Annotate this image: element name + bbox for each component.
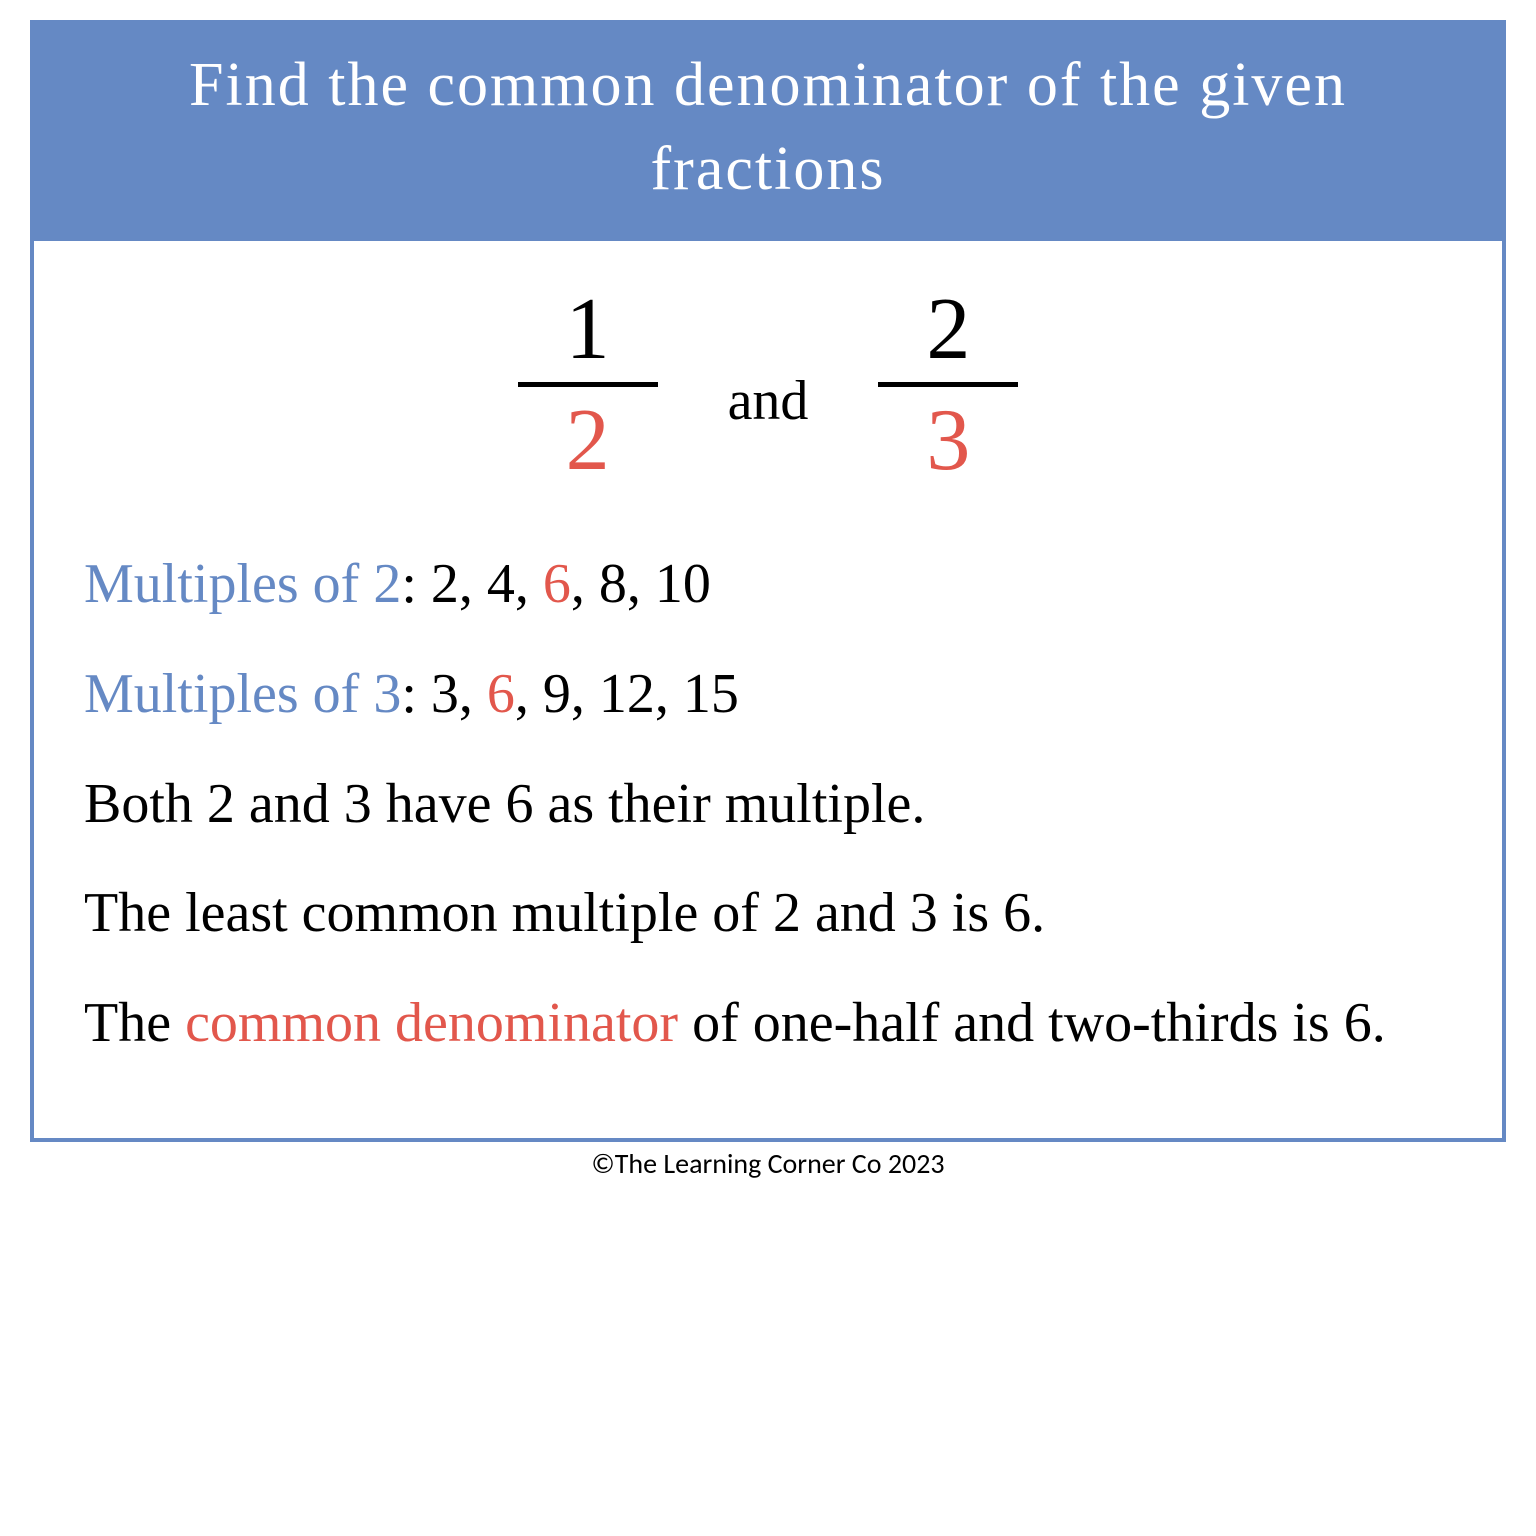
statement-3-before: The xyxy=(84,992,185,1054)
statement-3-highlight: common denominator xyxy=(185,992,678,1054)
colon: : xyxy=(401,663,431,725)
header-title: Find the common denominator of the given… xyxy=(189,51,1347,203)
multiples-of-2-label: Multiples of 2 xyxy=(84,553,401,615)
and-text: and xyxy=(728,339,809,433)
colon: : xyxy=(401,553,431,615)
multiples-of-3-highlight: 6 xyxy=(487,663,515,725)
fractions-row: 1 2 and 2 3 xyxy=(84,286,1452,485)
multiples-of-2-line: Multiples of 2: 2, 4, 6, 8, 10 xyxy=(84,540,1452,630)
fraction-left-numerator: 1 xyxy=(536,286,640,382)
lesson-card: Find the common denominator of the given… xyxy=(30,20,1506,1142)
statement-3-after: of one-half and two-thirds is 6. xyxy=(678,992,1386,1054)
fraction-right-denominator: 3 xyxy=(926,387,970,485)
statement-3: The common denominator of one-half and t… xyxy=(84,979,1452,1069)
copyright-text: ©The Learning Corner Co 2023 xyxy=(0,1146,1536,1181)
card-body: 1 2 and 2 3 Multiples of 2: 2, 4, 6, 8, … xyxy=(34,241,1502,1138)
multiples-of-2-before: 2, 4, xyxy=(431,553,543,615)
statement-2: The least common multiple of 2 and 3 is … xyxy=(84,869,1452,959)
fraction-left-denominator: 2 xyxy=(566,387,610,485)
fraction-right-numerator: 2 xyxy=(896,286,1000,382)
multiples-of-3-line: Multiples of 3: 3, 6, 9, 12, 15 xyxy=(84,650,1452,740)
multiples-of-2-highlight: 6 xyxy=(543,553,571,615)
statement-1: Both 2 and 3 have 6 as their multiple. xyxy=(84,760,1452,850)
multiples-of-3-label: Multiples of 3 xyxy=(84,663,401,725)
fraction-left: 1 2 xyxy=(518,286,658,485)
multiples-of-3-before: 3, xyxy=(431,663,487,725)
card-header: Find the common denominator of the given… xyxy=(34,24,1502,241)
multiples-of-2-after: , 8, 10 xyxy=(571,553,711,615)
fraction-right: 2 3 xyxy=(878,286,1018,485)
multiples-of-3-after: , 9, 12, 15 xyxy=(515,663,739,725)
